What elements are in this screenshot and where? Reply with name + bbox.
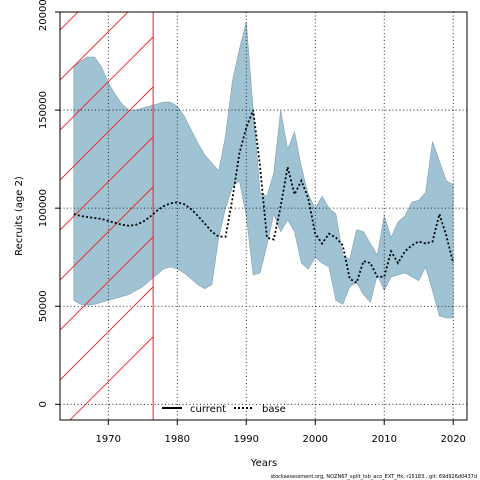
footer-credit: stockassessment.org, NOZN67_split_tsb_ac… [271,474,477,480]
legend-label-base: base [262,404,286,415]
hatch-line [60,12,129,81]
x-tick-label: 2000 [303,434,328,445]
plot-frame [59,11,468,421]
y-tick-label: 200000 [38,0,49,31]
hatch-line [60,86,154,181]
y-tick-label: 50000 [38,290,49,322]
legend: current base [162,404,286,415]
y-axis-label: Recruits (age 2) [14,176,25,256]
confidence-band [73,21,454,319]
x-tick-label: 1990 [234,434,259,445]
hatch-line [60,286,154,381]
x-tick-label: 2010 [371,434,396,445]
x-axis: 1970 1980 1990 2000 2010 2020 [96,420,466,445]
y-tick-label: 150000 [38,91,49,129]
hatch-line [60,12,79,31]
x-tick-label: 2020 [440,434,465,445]
series-line-base [73,109,455,285]
hatched-region-border [60,12,154,420]
confidence-band-layer [73,21,454,319]
y-axis: 0 50000 100000 150000 200000 [38,0,60,407]
y-tick-label: 100000 [38,189,49,227]
hatch-line [60,36,154,131]
x-tick-label: 1980 [165,434,190,445]
hatch-line [60,186,154,281]
series-layer [73,109,455,285]
hatch-line [60,236,154,331]
x-axis-label: Years [250,458,277,469]
hatch-line [69,336,154,420]
legend-label-current: current [190,404,226,415]
x-tick-label: 1970 [96,434,121,445]
y-tick-label: 0 [38,401,49,407]
